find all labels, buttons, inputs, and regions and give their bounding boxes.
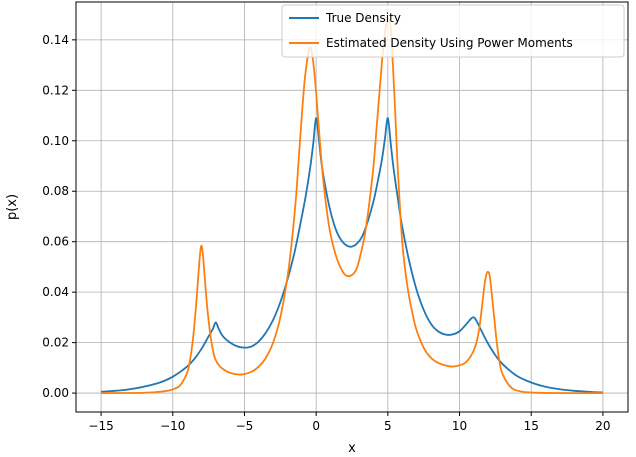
y-tick-label: 0.04 (42, 285, 69, 299)
grid-lines (76, 2, 628, 412)
y-tick-label: 0.06 (42, 235, 69, 249)
plot-frame (75, 1, 629, 413)
x-tick-label: 15 (524, 419, 539, 433)
y-tick-label: 0.08 (42, 184, 69, 198)
x-tick-label: 0 (312, 419, 320, 433)
y-tick-label: 0.12 (42, 83, 69, 97)
series-group (101, 17, 603, 395)
x-tick-label: 10 (452, 419, 467, 433)
x-tick-label: 20 (595, 419, 610, 433)
y-axis-label: p(x) (5, 194, 20, 220)
legend: True Density Estimated Density Using Pow… (281, 4, 625, 58)
x-tick-label: −15 (88, 419, 113, 433)
series-line-true-density (101, 117, 603, 394)
y-tick-label: 0.00 (42, 386, 69, 400)
legend-label-true-density: True Density (325, 11, 401, 25)
x-tick-label: −5 (236, 419, 254, 433)
y-tick-label: 0.14 (42, 33, 69, 47)
y-tick-label: 0.10 (42, 134, 69, 148)
legend-label-estimated-density: Estimated Density Using Power Moments (326, 36, 573, 50)
x-axis-label: x (348, 441, 356, 456)
x-tick-label: −10 (160, 419, 185, 433)
axis-ticks: −15 −10 −5 0 5 10 15 20 0.00 0.02 0.04 0.06 0.08 0.10… (42, 33, 610, 433)
x-tick-label: 5 (384, 419, 392, 433)
series-line-estimated-density (101, 17, 603, 395)
y-tick-label: 0.02 (42, 336, 69, 350)
legend-box (281, 4, 625, 58)
